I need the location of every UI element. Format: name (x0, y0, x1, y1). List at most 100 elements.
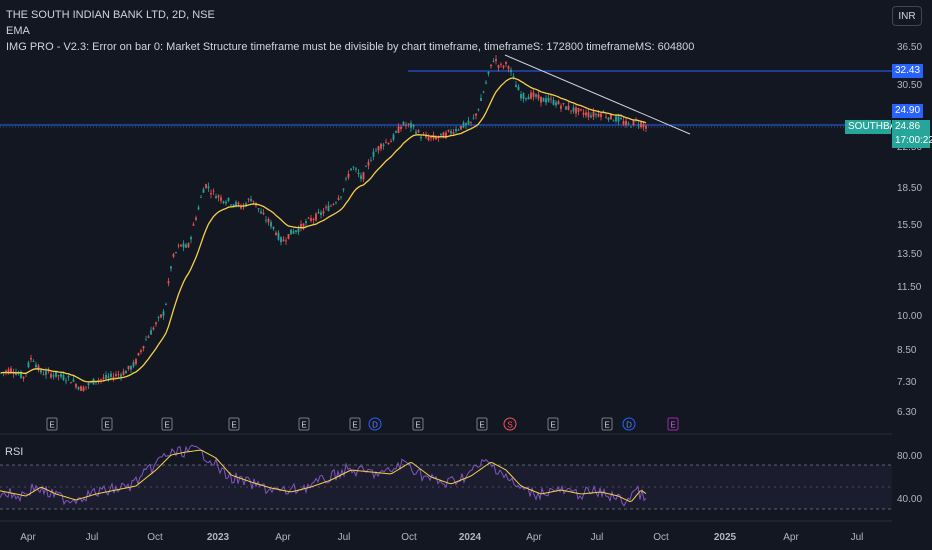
price-tick: 13.50 (897, 249, 922, 260)
candle-body (317, 212, 320, 214)
candle-body (407, 123, 410, 125)
symbol-tag: SOUTHBANK (845, 120, 910, 134)
symbol-title[interactable]: THE SOUTH INDIAN BANK LTD, 2D, NSE (6, 9, 215, 21)
candle-body (262, 212, 265, 215)
candle-body (110, 373, 112, 377)
price-tick: 6.30 (897, 407, 917, 418)
candle-body (282, 239, 285, 242)
candle-body (522, 93, 525, 99)
candle-body (187, 243, 190, 248)
candle-body (275, 232, 277, 235)
candle-body (55, 371, 57, 377)
candle-body (107, 376, 110, 378)
ema-indicator-label[interactable]: EMA (6, 25, 30, 37)
candle-body (537, 94, 540, 99)
candle-body (630, 126, 632, 128)
candle-body (472, 117, 475, 119)
candle-body (415, 131, 417, 134)
rsi-indicator-label[interactable]: RSI (5, 446, 24, 458)
candle-body (332, 203, 335, 205)
candle-body (502, 65, 505, 68)
candle-body (320, 212, 322, 216)
candle-body (217, 195, 220, 198)
candle-body (540, 96, 542, 103)
candle-body (295, 230, 297, 233)
candle-body (342, 188, 345, 190)
time-axis-label: Jul (86, 532, 99, 543)
candle-body (185, 244, 187, 248)
candle-body (175, 252, 177, 253)
candle-body (405, 125, 407, 127)
candle-body (232, 204, 235, 206)
candle-body (207, 186, 210, 189)
price-tag-upper-level: 32.43 (892, 64, 924, 78)
event-marker (476, 417, 488, 431)
candle-body (270, 222, 272, 227)
candle-body (195, 217, 197, 220)
candle-body (85, 386, 87, 388)
candle-body (50, 373, 52, 378)
candle-body (532, 92, 535, 97)
candle-body (47, 370, 50, 372)
candle-body (435, 136, 437, 140)
candle-body (450, 131, 452, 134)
candle-body (525, 98, 527, 100)
candle-body (257, 208, 260, 210)
candle-body (482, 91, 485, 93)
candle-body (160, 314, 162, 318)
candle-body (265, 219, 267, 221)
candle-body (52, 375, 55, 377)
candle-body (645, 125, 647, 129)
candle-body (592, 111, 595, 117)
candle-body (170, 266, 172, 269)
candle-body (190, 237, 192, 240)
candle-body (120, 374, 122, 377)
candle-body (622, 121, 625, 125)
candle-body (570, 110, 572, 112)
candle-body (7, 369, 10, 374)
event-marker-label: E (550, 421, 555, 430)
candle-body (240, 206, 242, 209)
candle-body (347, 173, 350, 178)
candle-body (350, 168, 352, 171)
candle-body (305, 221, 307, 224)
event-marker (503, 417, 517, 431)
candle-body (125, 371, 127, 374)
candle-body (102, 377, 105, 379)
candle-body (200, 196, 202, 198)
candle-body (132, 362, 135, 367)
candle-body (287, 234, 290, 239)
candle-body (65, 380, 67, 382)
candle-body (565, 106, 567, 110)
candle-body (465, 123, 467, 126)
candle-body (277, 232, 280, 240)
candle-body (387, 142, 390, 145)
candle-body (430, 136, 432, 138)
last-price-tag: 24.86 (892, 120, 930, 134)
candle-body (510, 69, 512, 73)
candle-body (550, 98, 552, 100)
candles-group (0, 55, 647, 392)
candle-body (77, 387, 80, 390)
candle-body (455, 129, 457, 132)
candle-body (155, 322, 157, 325)
candle-body (412, 124, 415, 127)
candle-body (597, 113, 600, 117)
candle-body (397, 126, 400, 133)
candle-body (357, 172, 360, 175)
price-tick: 15.50 (897, 220, 922, 231)
candle-body (485, 82, 487, 84)
currency-button[interactable]: INR (892, 6, 922, 26)
candle-body (572, 107, 575, 112)
candle-body (215, 196, 217, 199)
time-axis-label: Oct (147, 532, 163, 543)
candle-body (495, 59, 497, 61)
candle-body (250, 198, 252, 202)
candle-body (100, 379, 102, 380)
candle-body (145, 339, 147, 341)
candle-body (467, 120, 470, 125)
candle-body (362, 172, 365, 180)
candle-body (470, 121, 472, 123)
candle-body (410, 123, 412, 128)
